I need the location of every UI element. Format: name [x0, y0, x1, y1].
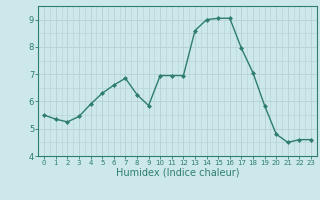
X-axis label: Humidex (Indice chaleur): Humidex (Indice chaleur): [116, 168, 239, 178]
